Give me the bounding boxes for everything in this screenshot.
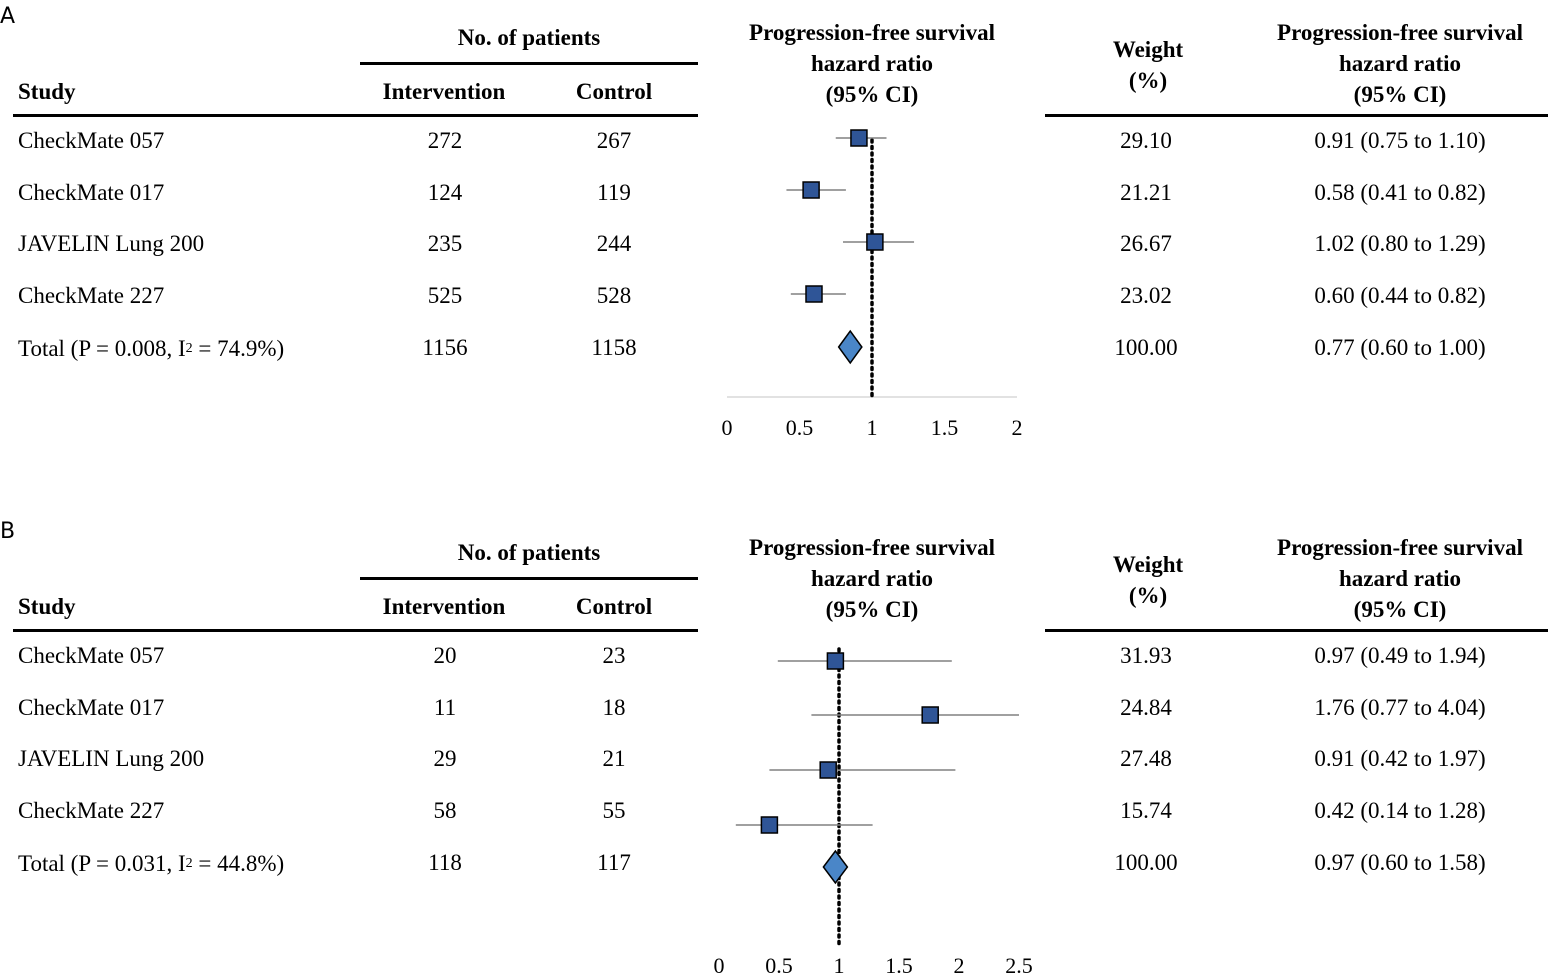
- weight-value: 15.74: [1120, 798, 1172, 823]
- weight-header: Weight (%): [1112, 552, 1184, 608]
- pooled-diamond: [822, 849, 849, 885]
- study-header: Study: [18, 594, 76, 619]
- effect-square: [866, 233, 884, 251]
- total-intervention: 1156: [422, 335, 468, 360]
- intervention-header: Intervention: [382, 79, 506, 104]
- hr-header: Progression-free survival hazard ratio (…: [1277, 20, 1523, 107]
- control-header: Control: [575, 594, 653, 619]
- intervention-count: 235: [427, 231, 463, 256]
- x-tick-label: 1: [834, 953, 845, 973]
- header-rule: [360, 577, 698, 580]
- study-name: CheckMate 227: [18, 283, 165, 308]
- table-rule-left: [13, 629, 698, 632]
- total-control: 117: [597, 850, 631, 875]
- x-tick-label: 0.5: [765, 953, 793, 973]
- control-count: 55: [602, 798, 626, 823]
- weight-value: 27.48: [1120, 746, 1172, 771]
- patients-group-header: No. of patients: [457, 25, 601, 50]
- study-name: CheckMate 227: [18, 798, 165, 823]
- control-count: 18: [602, 695, 626, 720]
- intervention-count: 11: [433, 695, 457, 720]
- control-count: 119: [597, 180, 631, 205]
- total-hr-value: 0.77 (0.60 to 1.00): [1314, 335, 1486, 360]
- effect-square: [850, 129, 868, 147]
- hr-value: 1.02 (0.80 to 1.29): [1314, 231, 1486, 256]
- effect-square: [819, 761, 837, 779]
- pooled-diamond: [837, 329, 863, 365]
- control-count: 23: [602, 643, 626, 668]
- hr-header: Progression-free survival hazard ratio (…: [1277, 535, 1523, 622]
- intervention-header: Intervention: [382, 594, 506, 619]
- x-tick-label: 2: [954, 953, 965, 973]
- weight-value: 24.84: [1120, 695, 1172, 720]
- total-hr-value: 0.97 (0.60 to 1.58): [1314, 850, 1486, 875]
- total-weight: 100.00: [1114, 850, 1178, 875]
- x-tick-label: 1: [867, 415, 878, 440]
- x-tick-label: 0.5: [786, 415, 814, 440]
- study-name: JAVELIN Lung 200: [18, 746, 205, 771]
- weight-header: Weight (%): [1112, 37, 1184, 93]
- x-tick-label: 2: [1012, 415, 1023, 440]
- study-name: CheckMate 017: [18, 695, 165, 720]
- x-tick-label: 2.5: [1005, 953, 1033, 973]
- hr-value: 0.91 (0.42 to 1.97): [1314, 746, 1486, 771]
- table-rule-right: [1045, 629, 1548, 632]
- plot-header: Progression-free survival hazard ratio (…: [749, 535, 995, 622]
- intervention-count: 124: [427, 180, 463, 205]
- weight-value: 21.21: [1120, 180, 1172, 205]
- panel-label: A: [0, 4, 16, 29]
- weight-value: 26.67: [1120, 231, 1172, 256]
- header-rule: [360, 62, 698, 65]
- effect-square: [826, 652, 845, 670]
- x-tick-label: 1.5: [931, 415, 959, 440]
- panel-b: B No. of patients Study Intervention Con…: [0, 515, 1549, 973]
- forest-plot: 0 0.5 1 1.5 2 2.5: [714, 647, 1033, 973]
- control-count: 21: [602, 746, 626, 771]
- intervention-count: 58: [433, 798, 457, 823]
- total-control: 1158: [591, 335, 637, 360]
- intervention-count: 20: [433, 643, 457, 668]
- study-header: Study: [18, 79, 76, 104]
- study-name: JAVELIN Lung 200: [18, 231, 205, 256]
- effect-square: [760, 816, 779, 834]
- hr-value: 0.91 (0.75 to 1.10): [1314, 128, 1486, 153]
- x-tick-label: 0: [722, 415, 733, 440]
- study-name: CheckMate 057: [18, 128, 165, 153]
- control-header: Control: [575, 79, 653, 104]
- hr-value: 0.58 (0.41 to 0.82): [1314, 180, 1486, 205]
- hr-value: 1.76 (0.77 to 4.04): [1314, 695, 1486, 720]
- control-count: 528: [596, 283, 632, 308]
- total-label: Total (P = 0.008, I2 = 74.9%): [18, 336, 285, 361]
- total-weight: 100.00: [1114, 335, 1178, 360]
- plot-header: Progression-free survival hazard ratio (…: [749, 20, 995, 107]
- x-tick-label: 0: [714, 953, 725, 973]
- effect-square: [921, 706, 939, 724]
- hr-value: 0.60 (0.44 to 0.82): [1314, 283, 1486, 308]
- total-label: Total (P = 0.031, I2 = 44.8%): [18, 851, 285, 876]
- total-intervention: 118: [428, 850, 462, 875]
- hr-value: 0.97 (0.49 to 1.94): [1314, 643, 1486, 668]
- panel-a: A No. of patients Study Intervention Con…: [0, 4, 1548, 440]
- hr-value: 0.42 (0.14 to 1.28): [1314, 798, 1486, 823]
- study-name: CheckMate 017: [18, 180, 165, 205]
- x-tick-label: 1.5: [885, 953, 913, 973]
- intervention-count: 29: [433, 746, 457, 771]
- patients-group-header: No. of patients: [457, 540, 601, 565]
- table-rule-left: [13, 114, 698, 117]
- weight-value: 31.93: [1120, 643, 1172, 668]
- weight-value: 29.10: [1120, 128, 1172, 153]
- intervention-count: 272: [427, 128, 463, 153]
- panel-label: B: [0, 519, 16, 544]
- effect-square: [802, 181, 820, 199]
- effect-square: [805, 285, 823, 303]
- intervention-count: 525: [427, 283, 463, 308]
- weight-value: 23.02: [1120, 283, 1172, 308]
- table-rule-right: [1045, 114, 1548, 117]
- forest-plot: 0 0.5 1 1.5 2: [722, 129, 1023, 440]
- control-count: 267: [596, 128, 632, 153]
- study-name: CheckMate 057: [18, 643, 165, 668]
- control-count: 244: [596, 231, 632, 256]
